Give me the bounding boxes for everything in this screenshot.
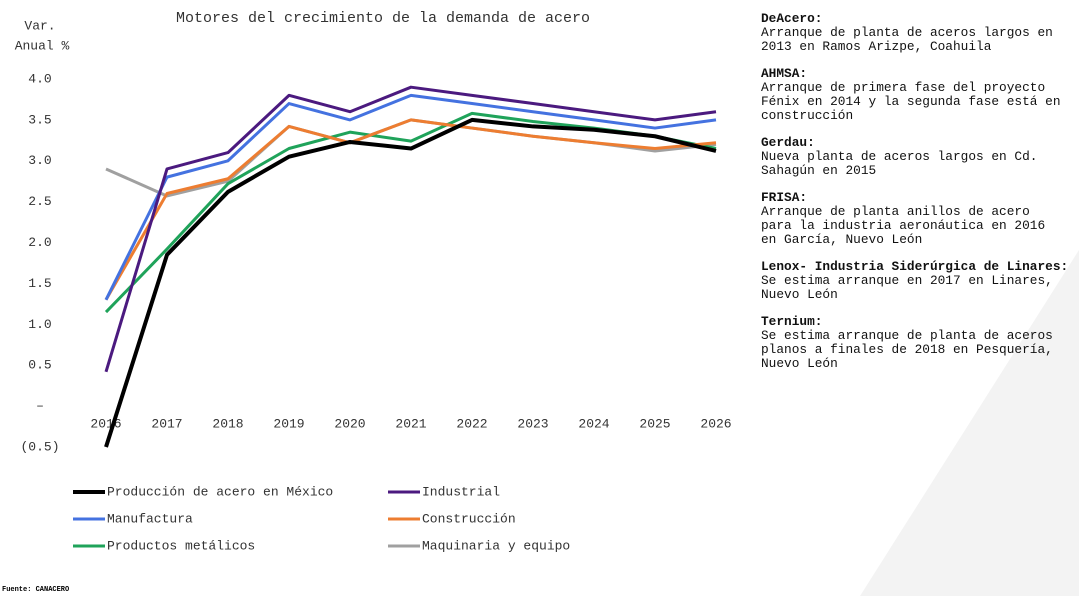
note: Ternium: Se estima arranque de planta de … <box>761 315 1079 371</box>
y-tick-label: 3.5 <box>28 112 51 127</box>
background-shape <box>860 250 1079 596</box>
y-tick-label: 3.0 <box>28 153 51 168</box>
note-line: en García, Nuevo León <box>761 232 923 247</box>
note-company: Ternium: <box>761 314 823 329</box>
note-line: Nuevo León <box>761 356 838 371</box>
y-tick-label: 1.0 <box>28 317 51 332</box>
note-line: para la industria aeronáutica en 2016 <box>761 218 1046 233</box>
note-company: Gerdau: <box>761 135 815 150</box>
note-line: Nueva planta de aceros largos en Cd. <box>761 149 1038 164</box>
x-tick-label: 2026 <box>700 416 731 431</box>
note: AHMSA: Arranque de primera fase del proye… <box>761 67 1079 123</box>
note-company: Lenox- Industria Siderúrgica de Linares: <box>761 259 1069 274</box>
x-tick-label: 2021 <box>395 416 426 431</box>
legend-label: Maquinaria y equipo <box>422 538 570 553</box>
y-label: Var. <box>24 18 55 33</box>
note-line: Nuevo León <box>761 287 838 302</box>
x-tick-label: 2018 <box>212 416 243 431</box>
note-line: Se estima arranque en 2017 en Linares, <box>761 273 1053 288</box>
legend-label: Construcción <box>422 511 516 526</box>
y-tick-label: 2.5 <box>28 194 51 209</box>
y-tick-label: 2.0 <box>28 235 51 250</box>
note-company: FRISA: <box>761 190 808 205</box>
x-tick-label: 2019 <box>273 416 304 431</box>
x-tick-label: 2020 <box>334 416 365 431</box>
y-tick-label: – <box>36 399 44 414</box>
note-line: Fénix en 2014 y la segunda fase está en <box>761 94 1061 109</box>
note-line: planos a finales de 2018 en Pesquería, <box>761 342 1053 357</box>
series-line <box>104 93 717 301</box>
x-tick-label: 2023 <box>517 416 548 431</box>
x-tick-label: 2022 <box>456 416 487 431</box>
series-line <box>104 118 717 301</box>
y-tick-label: (0.5) <box>20 439 59 454</box>
note-line: Arranque de primera fase del proyecto <box>761 80 1046 95</box>
note: Lenox- Industria Siderúrgica de Linares:… <box>761 260 1079 302</box>
note-line: 2013 en Ramos Arizpe, Coahuila <box>761 39 992 54</box>
legend-label: Manufactura <box>107 511 193 526</box>
note: DeAcero: Arranque de planta de aceros lar… <box>761 12 1079 54</box>
series-line <box>104 111 717 314</box>
note-line: construcción <box>761 108 854 123</box>
note-company: AHMSA: <box>761 66 808 81</box>
y-label: Anual % <box>15 38 70 53</box>
legend-label: Productos metálicos <box>107 538 255 553</box>
chart-title: Motores del crecimiento de la demanda de… <box>176 10 590 27</box>
y-tick-label: 0.5 <box>28 358 51 373</box>
note-line: Sahagún en 2015 <box>761 163 877 178</box>
y-tick-label: 1.5 <box>28 276 51 291</box>
note-line: Arranque de planta anillos de acero <box>761 204 1030 219</box>
note: Gerdau: Nueva planta de aceros largos en … <box>761 136 1079 178</box>
series-line <box>104 85 717 373</box>
series-line <box>104 117 717 448</box>
notes: DeAcero: Arranque de planta de aceros lar… <box>761 12 1079 384</box>
x-tick-label: 2017 <box>151 416 182 431</box>
note-line: Se estima arranque de planta de aceros <box>761 328 1053 343</box>
note: FRISA: Arranque de planta anillos de acer… <box>761 191 1079 247</box>
note-line: Arranque de planta de aceros largos en <box>761 25 1053 40</box>
y-tick-label: 4.0 <box>28 71 51 86</box>
x-tick-label: 2025 <box>639 416 670 431</box>
x-tick-label: 2024 <box>578 416 609 431</box>
legend-label: Producción de acero en México <box>107 484 333 499</box>
note-company: DeAcero: <box>761 11 823 26</box>
legend-label: Industrial <box>422 484 500 499</box>
source: Fuente: CANACERO <box>2 586 70 594</box>
